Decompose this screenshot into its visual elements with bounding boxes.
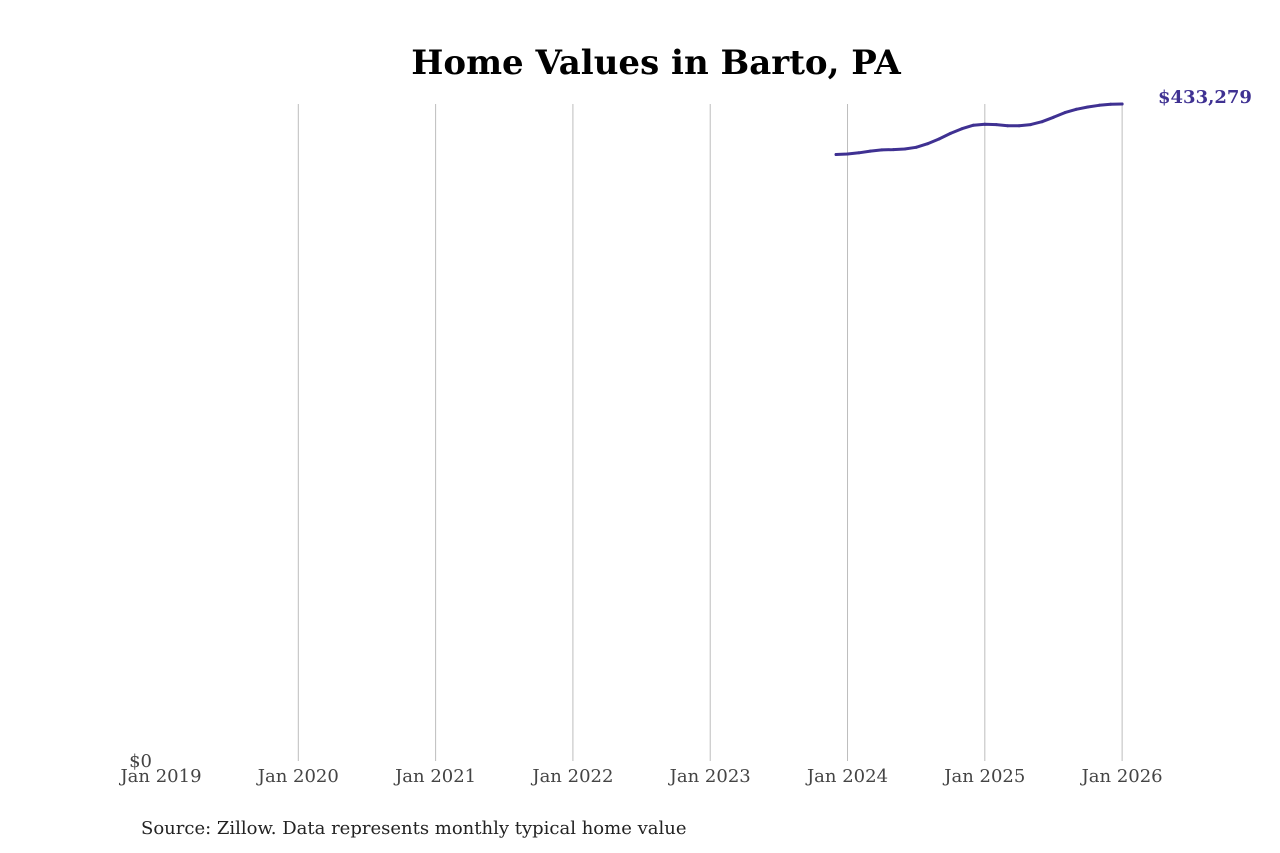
data-point (937, 137, 941, 141)
data-point (1017, 124, 1021, 128)
series-line (834, 102, 1124, 156)
data-point (1086, 105, 1090, 109)
data-point (1063, 111, 1067, 115)
data-point (903, 147, 907, 151)
data-point (1109, 102, 1113, 106)
data-point (994, 123, 998, 127)
x-tick-label: Jan 2021 (393, 766, 476, 787)
series-group (834, 102, 1124, 156)
data-point (1120, 102, 1124, 106)
data-point (857, 151, 861, 155)
data-point (834, 153, 838, 156)
data-point (1097, 103, 1101, 107)
data-point (1029, 123, 1033, 127)
x-tick-label: Jan 2024 (805, 766, 888, 787)
data-point (880, 148, 884, 152)
x-tick-label: Jan 2022 (530, 766, 613, 787)
x-tick-label: Jan 2020 (256, 766, 339, 787)
data-point (983, 122, 987, 126)
x-tick-label: Jan 2023 (668, 766, 751, 787)
data-point (1074, 107, 1078, 111)
data-point (1052, 115, 1055, 119)
data-point (1040, 120, 1044, 124)
y-axis-ticks: $0 (129, 751, 152, 772)
source-note: Source: Zillow. Data represents monthly … (141, 818, 687, 839)
x-tick-label: Jan 2025 (942, 766, 1025, 787)
y-tick-label: $0 (129, 751, 152, 772)
chart-title: Home Values in Barto, PA (411, 43, 901, 83)
data-point (846, 152, 849, 156)
data-point (926, 142, 930, 146)
x-tick-label: Jan 2019 (118, 766, 201, 787)
gridlines (297, 104, 1123, 761)
end-value-label: $433,279 (1158, 87, 1252, 108)
data-point (949, 131, 952, 135)
data-point (971, 123, 975, 127)
data-point (868, 149, 872, 153)
data-point (914, 145, 918, 149)
x-axis-ticks: Jan 2019 Jan 2020 Jan 2021 Jan 2022 Jan 2023… (118, 766, 1162, 787)
x-tick-label: Jan 2026 (1080, 766, 1163, 787)
data-point (891, 148, 895, 152)
data-point (960, 127, 964, 131)
data-point (1006, 124, 1010, 128)
